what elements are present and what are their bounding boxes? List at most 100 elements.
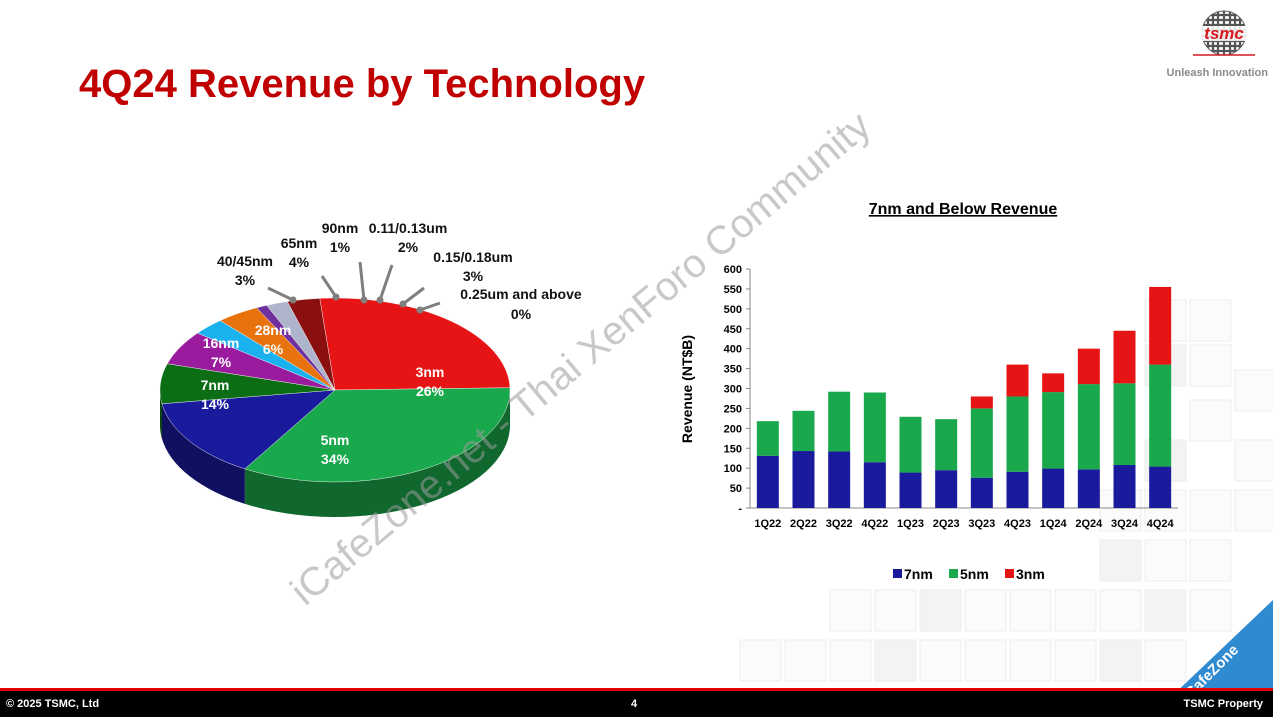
pie-value-3nm: 26% (416, 383, 445, 399)
pie-slice-7nm (161, 389, 336, 470)
bar-7nm-3q23 (970, 477, 993, 508)
grid-square (1234, 489, 1273, 532)
pie-value-7nm: 14% (201, 396, 230, 412)
grid-square (829, 639, 872, 682)
bar-5nm-4q24 (1149, 364, 1172, 467)
x-tick-label-2q24: 2Q24 (1075, 518, 1103, 530)
pie-leader-dot-0-25um-and-above (416, 306, 424, 314)
pie-side-7nm (161, 403, 245, 504)
grid-square (739, 639, 782, 682)
bar-5nm-1q24 (1042, 392, 1065, 469)
grid-square (1234, 439, 1273, 482)
y-tick-label: 350 (724, 364, 742, 376)
bar-5nm-3q24 (1113, 383, 1136, 465)
pie-side-5nm (244, 390, 510, 517)
bar-7nm-1q22 (756, 455, 779, 508)
tagline: Unleash Innovation (1166, 67, 1268, 79)
tsmc-logo: tsmc (1183, 8, 1265, 64)
y-tick-label: 500 (724, 304, 742, 316)
pie-leader-dot-0-11-0-13um (376, 296, 384, 304)
pie-label-0-11-0-13um: 0.11/0.13um (369, 220, 448, 236)
y-axis-label: Revenue (NT$B) (679, 335, 695, 443)
bar-7nm-1q24 (1042, 468, 1065, 508)
pie-value-0-11-0-13um: 2% (398, 239, 419, 255)
grid-square (919, 589, 962, 632)
pie-value-65nm: 4% (289, 254, 310, 270)
x-tick-label-1q24: 1Q24 (1040, 518, 1068, 530)
legend-swatch-3nm (1005, 569, 1014, 578)
pie-label-28nm: 28nm (255, 322, 292, 338)
y-tick-label: 400 (724, 344, 742, 356)
pie-slice-3nm (319, 297, 511, 391)
y-tick-label: 250 (724, 403, 742, 415)
pie-label-5nm: 5nm (321, 432, 350, 448)
bar-5nm-4q22 (863, 392, 886, 463)
bar-7nm-2q24 (1077, 469, 1100, 508)
grid-square (1054, 639, 1097, 682)
grid-square (1009, 589, 1052, 632)
y-tick-label: 450 (724, 324, 742, 336)
pie-leader-0-15-0-18um (402, 286, 425, 306)
pie-label-65nm: 65nm (281, 235, 318, 251)
pie-labels: 3nm 26% 5nm 34% 7nm 14% 16nm 7% 28nm 6% 40/45nm 3% 6… (201, 220, 582, 467)
y-tick-label: 50 (730, 483, 742, 495)
x-tick-label-4q22: 4Q22 (861, 518, 888, 530)
pie-value-5nm: 34% (321, 451, 350, 467)
grid-square (919, 639, 962, 682)
pie-label-16nm: 16nm (203, 335, 240, 351)
grid-square (1144, 539, 1187, 582)
grid-square (784, 639, 827, 682)
x-tick-label-1q22: 1Q22 (754, 518, 781, 530)
grid-square (1099, 539, 1142, 582)
bar-5nm-3q22 (828, 391, 851, 452)
bar-chart-title: 7nm and Below Revenue (869, 201, 1058, 218)
grid-square (1189, 299, 1232, 342)
bar-7nm-1q23 (899, 472, 922, 508)
legend-label-7nm: 7nm (904, 566, 933, 582)
pie-label-40-45nm: 40/45nm (217, 253, 273, 269)
bar-5nm-1q23 (899, 416, 922, 473)
legend-swatch-7nm (893, 569, 902, 578)
bar-5nm-1q22 (756, 421, 779, 456)
grid-square (1099, 639, 1142, 682)
bar-3nm-4q23 (1006, 364, 1029, 397)
pie-slice-5nm (244, 387, 511, 483)
bar-7nm-2q23 (935, 470, 958, 508)
pie-leader-90nm (358, 261, 366, 301)
x-tick-label-3q22: 3Q22 (826, 518, 853, 530)
bar-3nm-3q24 (1113, 330, 1136, 384)
grid-square (1234, 369, 1273, 412)
pie-value-28nm: 6% (263, 341, 284, 357)
pie-leader-40-45nm (267, 286, 294, 302)
footer-accent-line (0, 688, 1273, 691)
x-tick-label-3q24: 3Q24 (1111, 518, 1139, 530)
bar-3nm-2q24 (1077, 348, 1100, 385)
grid-square (1189, 344, 1232, 387)
legend-label-5nm: 5nm (960, 566, 989, 582)
logo-text: tsmc (1204, 24, 1244, 43)
bar-7nm-4q22 (863, 462, 886, 508)
pie-top (159, 297, 511, 483)
pie-leader-dot-40-45nm (289, 296, 297, 304)
footer-bar: © 2025 TSMC, Ltd 4 TSMC Property (0, 691, 1273, 717)
y-tick-label: 550 (724, 284, 742, 296)
legend-swatch-5nm (949, 569, 958, 578)
pie-leader-dot-65nm (332, 293, 340, 301)
footer-copyright: © 2025 TSMC, Ltd (6, 698, 100, 710)
pie-value-16nm: 7% (211, 354, 232, 370)
grid-square (964, 639, 1007, 682)
y-tick-label: 150 (724, 443, 742, 455)
bar-3nm-3q23 (970, 396, 993, 409)
bar-5nm-2q23 (935, 419, 958, 471)
pie-label-0-15-0-18um: 0.15/0.18um (433, 249, 512, 265)
bar-7nm-2q22 (792, 451, 815, 508)
x-tick-label-4q23: 4Q23 (1004, 518, 1031, 530)
grid-square (1009, 639, 1052, 682)
bar-3nm-4q24 (1149, 286, 1172, 365)
bar-5nm-3q23 (970, 408, 993, 478)
pie-leader-0-25um-and-above (419, 301, 441, 312)
pie-value-0-25um-and-above: 0% (511, 306, 532, 322)
pie-value-40-45nm: 3% (235, 272, 256, 288)
